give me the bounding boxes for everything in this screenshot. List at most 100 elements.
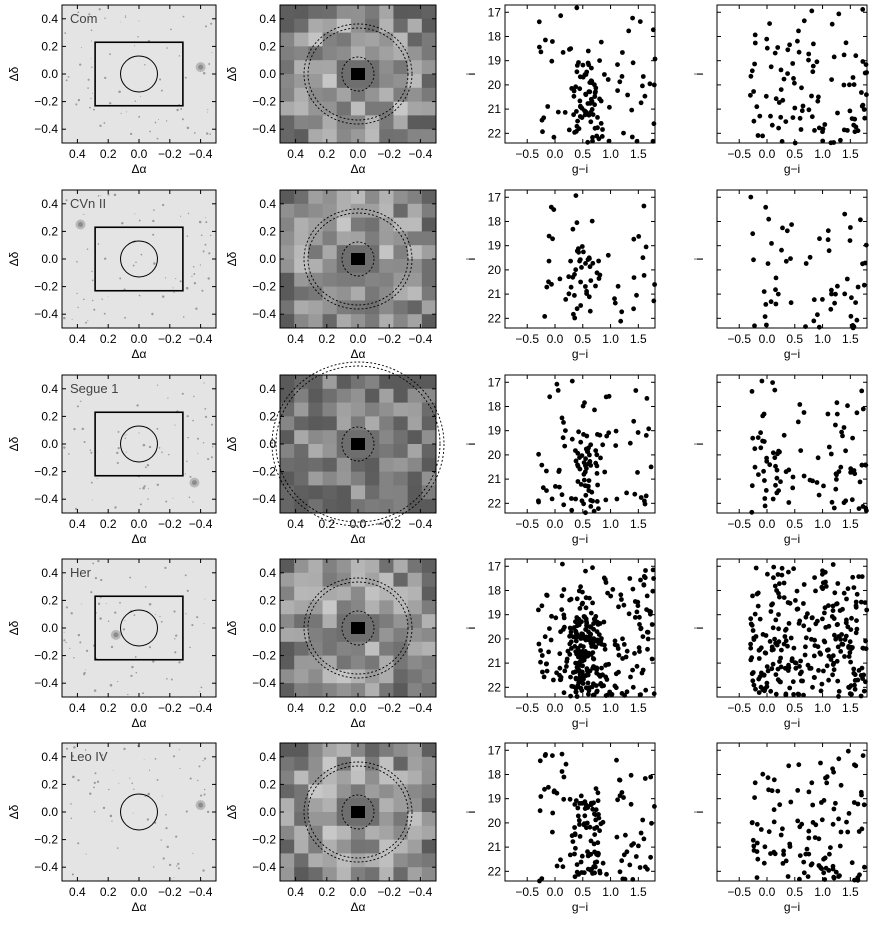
field-star: [146, 464, 150, 467]
star-point: [590, 135, 595, 140]
density-pixel: [294, 314, 309, 329]
star-point: [574, 220, 580, 226]
density-pixel: [294, 812, 309, 827]
density-pixel: [393, 743, 409, 758]
star-point: [579, 654, 585, 659]
star-point: [650, 588, 656, 594]
density-pixel: [393, 784, 409, 799]
star-point: [557, 484, 562, 490]
y-axis-label: Δδ: [7, 251, 21, 266]
star-point: [803, 644, 808, 650]
star-point: [560, 50, 566, 55]
star-point: [563, 297, 569, 302]
star-point: [750, 231, 756, 237]
star-point: [775, 45, 781, 50]
star-point: [753, 686, 758, 692]
star-point: [752, 323, 757, 329]
star-point: [772, 387, 778, 393]
star-point: [857, 479, 863, 485]
star-point: [821, 798, 827, 803]
star-point: [787, 600, 793, 606]
star-point: [578, 793, 584, 799]
density-pixel: [407, 5, 423, 20]
star-point: [765, 571, 770, 577]
density-pixel: [280, 272, 295, 287]
star-point: [538, 49, 544, 55]
star-point: [572, 825, 577, 830]
star-point: [624, 689, 630, 695]
density-pixel: [294, 416, 309, 431]
sky-image-bg: [62, 743, 216, 881]
star-point: [777, 802, 783, 808]
star-point: [590, 138, 595, 144]
star-point: [797, 671, 803, 677]
star-point: [550, 810, 556, 816]
star-point: [619, 309, 625, 315]
density-pixel: [280, 825, 295, 840]
field-star: [127, 693, 129, 696]
field-star: [124, 434, 126, 436]
star-point: [835, 110, 840, 116]
density-pixel: [393, 74, 409, 89]
x-tick-label: −0.4: [189, 517, 213, 531]
x-tick-label: 0.0: [547, 147, 564, 161]
field-star: [149, 130, 151, 133]
density-pixel: [294, 655, 309, 670]
star-point: [642, 575, 648, 581]
x-tick-label: 1.0: [602, 885, 619, 899]
star-point: [752, 32, 758, 38]
field-star: [186, 460, 188, 463]
star-point: [592, 102, 597, 108]
star-point: [773, 482, 778, 488]
field-star: [207, 458, 210, 461]
field-star: [67, 76, 70, 78]
field-star: [207, 277, 210, 280]
x-axis-label: Δα: [132, 532, 147, 546]
field-star: [101, 298, 103, 300]
field-star: [83, 213, 85, 216]
field-star: [77, 306, 79, 309]
x-tick-label: −0.2: [377, 701, 401, 715]
field-star: [172, 755, 176, 758]
star-point: [802, 652, 808, 658]
density-pixel: [421, 825, 437, 840]
star-point: [808, 862, 814, 868]
x-tick-label: 0.5: [574, 701, 591, 715]
star-point: [595, 840, 601, 846]
star-point: [852, 686, 858, 692]
star-point: [786, 500, 792, 505]
star-point: [807, 477, 813, 483]
field-star: [90, 58, 92, 59]
density-pixel: [308, 825, 323, 840]
x-tick-label: 0.5: [786, 332, 803, 346]
density-pixel: [407, 129, 423, 144]
density-pixel: [336, 402, 352, 417]
star-point: [842, 654, 847, 659]
density-pixel: [294, 272, 309, 287]
central-peak: [351, 438, 365, 450]
field-star: [131, 665, 134, 669]
star-point: [798, 658, 803, 664]
star-point: [614, 834, 620, 840]
star-point: [558, 13, 564, 19]
star-point: [796, 692, 802, 697]
density-pixel: [350, 314, 366, 329]
star-point: [626, 611, 632, 617]
density-pixel: [379, 430, 394, 445]
field-star: [202, 759, 204, 762]
field-star: [138, 219, 141, 222]
star-point: [776, 488, 781, 493]
density-pixel: [407, 839, 423, 854]
star-point: [591, 508, 597, 514]
star-point: [577, 671, 583, 677]
density-pixel: [308, 259, 323, 274]
star-point: [619, 858, 625, 864]
star-point: [834, 658, 840, 664]
x-tick-label: −0.2: [158, 517, 182, 531]
star-point: [783, 638, 789, 644]
star-point: [853, 300, 858, 305]
star-point: [836, 689, 842, 694]
density-pixel: [393, 272, 409, 287]
star-point: [765, 261, 771, 266]
density-pixel: [407, 402, 423, 417]
